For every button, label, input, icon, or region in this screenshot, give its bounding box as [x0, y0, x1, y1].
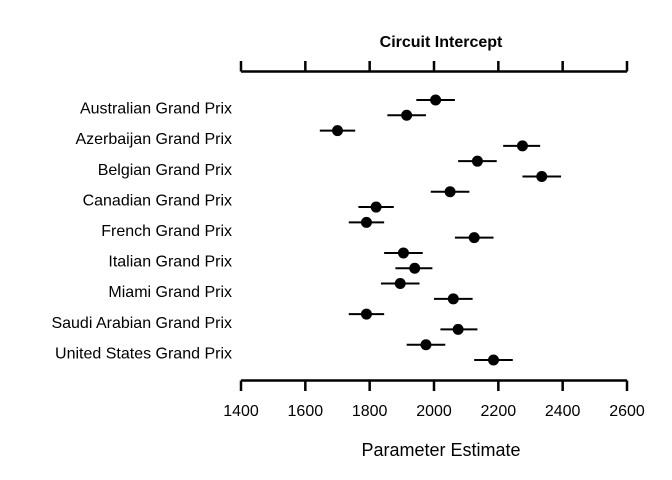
x-tick-label-2400: 2400: [545, 403, 581, 420]
chart-title: Circuit Intercept: [380, 34, 503, 51]
point-8: [360, 216, 372, 228]
point-3: [516, 140, 528, 152]
point-16: [420, 339, 432, 351]
point-6: [444, 186, 456, 198]
category-label-0: Australian Grand Prix: [80, 101, 232, 118]
top-ticks: [239, 61, 629, 72]
point-11: [409, 262, 421, 274]
x-tick-label-1400: 1400: [223, 403, 259, 420]
point-17: [488, 354, 500, 366]
category-label-4: French Grand Prix: [101, 223, 232, 240]
point-9: [468, 232, 480, 244]
x-tick-label-2200: 2200: [481, 403, 517, 420]
x-tick-label-2000: 2000: [416, 403, 452, 420]
x-tick-label-2600: 2600: [609, 403, 645, 420]
category-label-6: Miami Grand Prix: [108, 284, 232, 301]
x-tick-label-1600: 1600: [288, 403, 324, 420]
point-4: [471, 155, 483, 167]
point-12: [394, 278, 406, 290]
points: [332, 94, 548, 366]
point-0: [430, 94, 442, 106]
point-7: [370, 201, 382, 213]
point-13: [447, 293, 459, 305]
error-bars: [319, 99, 562, 361]
category-labels: Australian Grand Prix Azerbaijan Grand Pr…: [51, 101, 232, 363]
x-tick-label-1800: 1800: [352, 403, 388, 420]
category-label-1: Azerbaijan Grand Prix: [75, 131, 232, 148]
point-2: [332, 125, 343, 137]
category-label-3: Canadian Grand Prix: [83, 192, 232, 209]
bottom-ticks: 1400 1600 1800 2000 2200 2400 2600: [223, 380, 645, 420]
x-axis-label: Parameter Estimate: [361, 440, 520, 460]
point-1: [401, 109, 413, 121]
point-5: [536, 170, 548, 182]
category-label-7: Saudi Arabian Grand Prix: [51, 315, 232, 332]
point-10: [397, 247, 409, 259]
point-15: [452, 323, 464, 335]
category-label-5: Italian Grand Prix: [108, 254, 232, 271]
category-label-2: Belgian Grand Prix: [98, 162, 232, 179]
category-label-8: United States Grand Prix: [55, 345, 232, 362]
point-14: [360, 308, 372, 320]
